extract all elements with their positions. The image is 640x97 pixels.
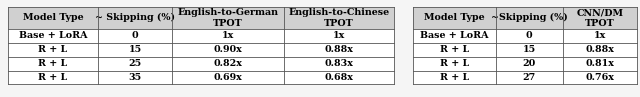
Bar: [8, 7, 394, 29]
Text: Base + LoRA: Base + LoRA: [19, 31, 87, 40]
Text: Model Type: Model Type: [424, 13, 484, 22]
Text: 0.82x: 0.82x: [213, 59, 242, 68]
Text: R + L: R + L: [440, 45, 469, 54]
Bar: [8, 57, 394, 71]
Bar: [8, 29, 394, 43]
Text: English-to-German
TPOT: English-to-German TPOT: [177, 8, 278, 28]
Bar: [413, 43, 637, 57]
Text: 0.83x: 0.83x: [324, 59, 353, 68]
Text: CNN/DM
TPOT: CNN/DM TPOT: [577, 8, 623, 28]
Text: R + L: R + L: [440, 59, 469, 68]
Text: 0: 0: [526, 31, 532, 40]
Text: R + L: R + L: [440, 73, 469, 82]
Bar: [8, 71, 394, 84]
Text: 0.76x: 0.76x: [586, 73, 614, 82]
Text: ~ Skipping (%): ~ Skipping (%): [95, 13, 175, 22]
Text: Model Type: Model Type: [22, 13, 83, 22]
Text: R + L: R + L: [38, 73, 68, 82]
Text: 1x: 1x: [594, 31, 606, 40]
Text: Base + LoRA: Base + LoRA: [420, 31, 488, 40]
Text: 0.90x: 0.90x: [213, 45, 242, 54]
Text: 27: 27: [523, 73, 536, 82]
Text: 0.69x: 0.69x: [213, 73, 242, 82]
Text: R + L: R + L: [38, 59, 68, 68]
Text: 15: 15: [129, 45, 141, 54]
Text: 1x: 1x: [333, 31, 345, 40]
Bar: [413, 7, 637, 29]
Bar: [413, 57, 637, 71]
Bar: [8, 43, 394, 57]
Text: 1x: 1x: [221, 31, 234, 40]
Text: R + L: R + L: [38, 45, 68, 54]
Text: 0.81x: 0.81x: [586, 59, 614, 68]
Bar: [413, 29, 637, 43]
Text: ~Skipping (%): ~Skipping (%): [491, 13, 568, 22]
Text: 25: 25: [129, 59, 141, 68]
Text: 35: 35: [129, 73, 141, 82]
Text: 0.88x: 0.88x: [324, 45, 353, 54]
Text: 15: 15: [523, 45, 536, 54]
Text: English-to-Chinese
TPOT: English-to-Chinese TPOT: [288, 8, 389, 28]
Bar: [413, 71, 637, 84]
Text: 20: 20: [523, 59, 536, 68]
Text: 0.88x: 0.88x: [586, 45, 614, 54]
Text: 0.68x: 0.68x: [324, 73, 353, 82]
Text: 0: 0: [132, 31, 138, 40]
